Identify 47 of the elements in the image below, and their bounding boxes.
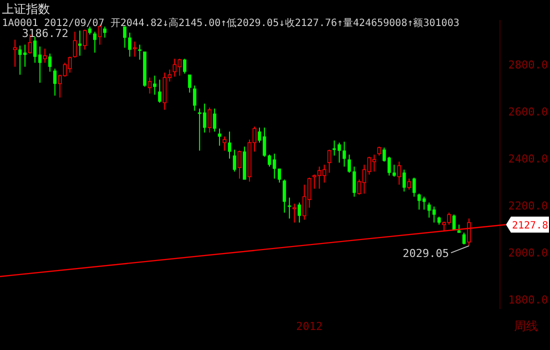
candlestick [13,39,17,68]
candlestick [292,203,296,224]
text: 2127.8 [512,220,548,232]
candlestick [222,136,226,152]
candlestick [188,74,192,94]
candlestick [48,53,52,72]
candlestick [228,131,232,160]
y-tick-label: 2000.0 [508,246,548,260]
candlestick [298,202,302,224]
y-tick-label: 2400.0 [508,152,548,166]
x-tick-label: 2012 [296,320,323,333]
candlestick [138,44,142,60]
candlestick [238,150,242,180]
text: 周线 [514,319,538,333]
candlestick [43,48,47,64]
y-tick-label: 1800.0 [508,294,548,307]
candlestick [407,178,412,190]
candlestick [158,79,162,104]
candlestick [282,179,286,214]
candlestick [402,169,406,192]
candlestick [397,161,402,186]
candlestick [148,77,152,94]
candlestick [232,149,236,172]
chart-subtitle: 1A0001 2012/09/07 开2044.82↓高2145.00↑低2029.05↓收2127.76↑量424659008↑额301003 [2,17,460,29]
candlestick [72,31,77,58]
candlestick [78,30,82,56]
candlestick [153,75,156,96]
chart-title: 上证指数 [2,2,50,16]
candlestick [182,58,186,74]
candlestick [462,232,466,245]
candlestick [327,149,332,174]
candlestick [412,177,416,198]
candlestick [212,108,216,132]
candlestick [93,31,96,54]
candlestick [452,214,456,230]
annotation: 2029.05 [402,246,449,260]
annotation: 3186.72 [22,27,68,40]
candlestick [288,197,292,220]
candlestick [208,107,212,134]
candlestick [192,85,196,112]
y-tick-label: 2600.0 [508,106,548,119]
candlestick [103,26,106,38]
candlestick [53,68,57,96]
y-tick-label: 2200.0 [508,200,548,213]
candlestick [82,29,87,50]
candlestick [218,128,222,146]
y-tick-label: 2800.0 [508,58,548,72]
